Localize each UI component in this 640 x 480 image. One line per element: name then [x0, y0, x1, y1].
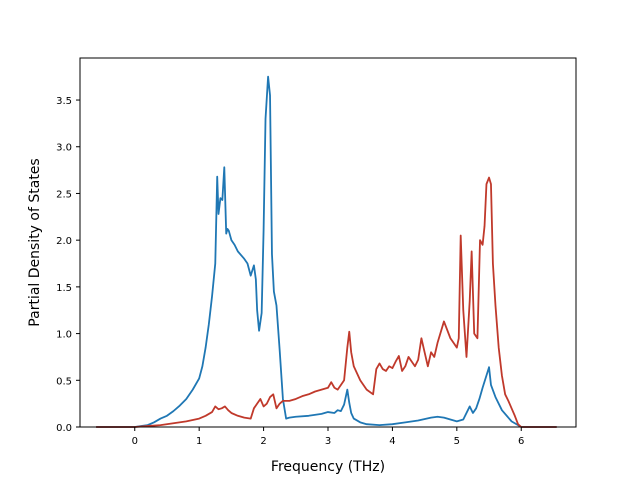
- y-tick-label: 1.5: [56, 283, 72, 294]
- x-axis-label: Frequency (THz): [271, 459, 385, 475]
- x-tick-label: 2: [260, 436, 266, 447]
- y-axis: 0.0 0.5 1.0 1.5 2.0 2.5 3.0 3.5: [56, 96, 80, 434]
- y-tick-label: 1.0: [56, 330, 72, 341]
- x-tick-label: 3: [325, 436, 331, 447]
- x-tick-label: 1: [196, 436, 202, 447]
- y-tick-label: 0.5: [56, 376, 72, 387]
- plot-background: [80, 58, 576, 427]
- x-tick-label: 4: [389, 436, 395, 447]
- y-tick-label: 0.0: [56, 423, 72, 434]
- x-tick-label: 6: [518, 436, 524, 447]
- x-tick-label: 5: [454, 436, 460, 447]
- y-tick-label: 3.0: [56, 143, 72, 154]
- x-tick-label: 0: [132, 436, 138, 447]
- x-axis: 0 1 2 3 4 5 6: [132, 427, 524, 447]
- y-tick-label: 2.0: [56, 236, 72, 247]
- series-line-1: [96, 75, 557, 428]
- y-axis-label: Partial Density of States: [27, 158, 43, 326]
- y-tick-label: 2.5: [56, 189, 72, 200]
- series-layer: [96, 75, 557, 428]
- y-tick-label: 3.5: [56, 96, 72, 107]
- series-line-2: [96, 176, 557, 428]
